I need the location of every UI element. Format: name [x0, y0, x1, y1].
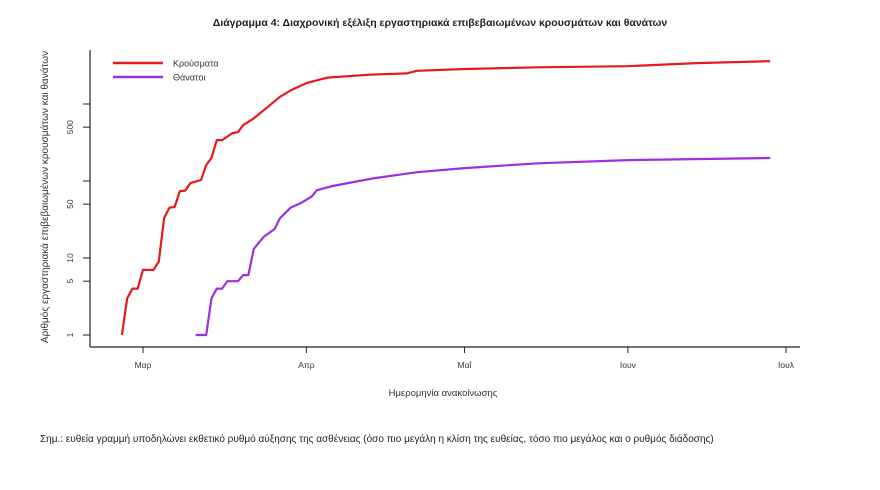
x-tick-label: Ιουν	[620, 360, 636, 370]
chart-title: Διάγραμμα 4: Διαχρονική εξέλιξη εργαστηρ…	[213, 17, 668, 29]
x-tick-label: Απρ	[298, 360, 315, 370]
legend-label: Θάνατοι	[173, 73, 205, 83]
y-tick-label: 1	[65, 332, 75, 337]
y-tick-label: 50	[65, 199, 75, 209]
series-line-cases	[120, 60, 771, 336]
y-tick-label: 5	[65, 279, 75, 284]
x-tick-label: Μαΐ	[458, 360, 473, 370]
y-axis-label: Αριθμός εργαστηριακά επιβεβαιωμένων κρου…	[39, 51, 51, 343]
chart-note: Σημ.: ευθεία γραμμή υποδηλώνει εκθετικό …	[40, 434, 714, 445]
y-tick-label: 10	[65, 253, 75, 263]
series-line-deaths	[195, 156, 771, 337]
x-tick-label: Ιουλ	[778, 360, 795, 370]
chart: Διάγραμμα 4: Διαχρονική εξέλιξη εργαστηρ…	[39, 17, 800, 399]
y-tick-label: 500	[65, 120, 75, 134]
legend-label: Κρούσματα	[173, 59, 219, 69]
x-axis-label: Ημερομηνία ανακοίνωσης	[389, 388, 498, 399]
x-tick-label: Μαρ	[135, 360, 152, 370]
